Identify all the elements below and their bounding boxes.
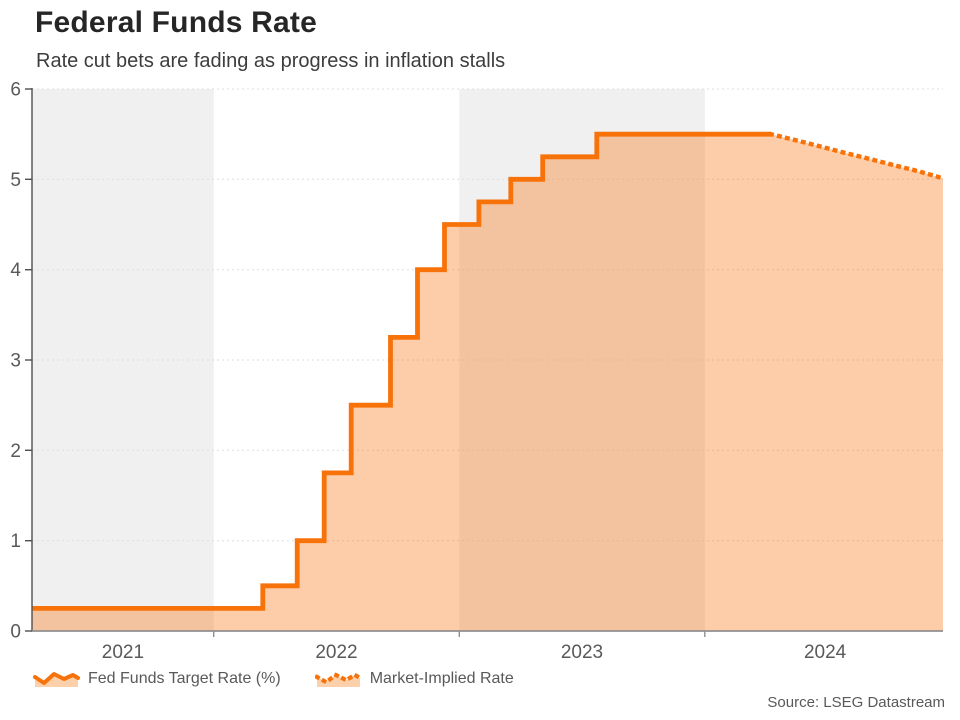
fed-funds-target-rate-line (32, 131, 772, 611)
chart-canvas: 0 1 2 3 4 5 6 2021 2022 2023 2024 (10, 80, 946, 663)
dotted-area-line-icon (314, 672, 362, 687)
chart-legend: Fed Funds Target Rate (%) Market-Implied… (33, 669, 514, 689)
x-axis-label: 2021 (102, 642, 144, 663)
y-axis-label: 3 (10, 351, 21, 372)
legend-item-fed-funds-target-rate: Fed Funds Target Rate (%) (33, 669, 281, 689)
chart-title: Federal Funds Rate (35, 6, 317, 39)
source-credit: Source: LSEG Datastream (767, 694, 945, 711)
y-axis-label: 4 (10, 260, 21, 281)
legend-label-fed-funds: Fed Funds Target Rate (%) (88, 670, 281, 687)
solid-area-line-icon (33, 672, 80, 687)
x-axis-label: 2024 (804, 642, 847, 663)
rate-area-fill (32, 134, 943, 631)
x-axis-label: 2022 (315, 642, 357, 663)
y-axis-label: 5 (10, 170, 21, 191)
y-axis-label: 0 (10, 622, 21, 643)
y-axis-label: 6 (10, 80, 21, 101)
chart-subtitle: Rate cut bets are fading as progress in … (36, 50, 506, 72)
legend-item-market-implied-rate: Market-Implied Rate (314, 669, 514, 689)
y-axis-label: 1 (10, 531, 21, 552)
legend-label-market-implied: Market-Implied Rate (369, 670, 514, 687)
y-axis-label: 2 (10, 441, 21, 462)
x-axis-label: 2023 (561, 642, 603, 663)
